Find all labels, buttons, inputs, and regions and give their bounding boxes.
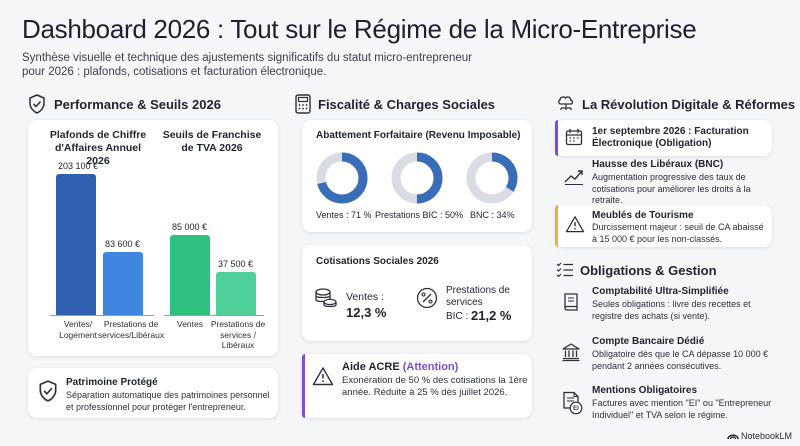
brand-watermark: NotebookLM xyxy=(727,431,792,441)
checklist-icon xyxy=(556,262,573,277)
digital-item-facturation: 1er septembre 2026 : Facturation Électro… xyxy=(555,120,772,156)
calendar-icon xyxy=(565,129,583,146)
bar-value-prestations: 83 600 € xyxy=(105,239,141,249)
ei-badge-text: EI xyxy=(573,406,579,412)
section-heading-performance: Performance & Seuils 2026 xyxy=(54,97,221,112)
cotisations-title: Cotisations Sociales 2026 xyxy=(316,256,439,267)
page-subtitle: Synthèse visuelle et technique des ajust… xyxy=(22,52,473,78)
warning-icon xyxy=(565,216,585,233)
chart-title-plafonds: Plafonds de Chiffre d'Affaires Annuel 20… xyxy=(49,129,147,167)
bnc-desc: Augmentation progressive des taux de cot… xyxy=(592,172,751,205)
facturation-title: 1er septembre 2026 : Facturation Électro… xyxy=(592,126,749,149)
patrimoine-desc: Séparation automatique des patrimoines p… xyxy=(66,390,270,412)
donut-label-bic: Prestations BIC : 50% xyxy=(375,210,464,220)
facturation-accent xyxy=(555,120,558,156)
document-ei-icon: EI xyxy=(563,391,583,415)
compta-title: Comptabilité Ultra-Simplifiée xyxy=(592,286,729,297)
chart-baseline xyxy=(164,315,264,316)
bar-value-tva-prestations: 37 500 € xyxy=(218,259,254,269)
cotisation-prest-bic: BIC : xyxy=(446,311,469,322)
meubles-accent xyxy=(555,205,558,247)
donut-slice-0 xyxy=(316,152,368,204)
category-prestations: Prestations de services/Libéraux xyxy=(97,319,165,340)
coins-icon xyxy=(315,288,337,308)
meubles-title: Meublés de Tourisme xyxy=(592,210,694,221)
category-tva-prestations: Prestations de services / Libéraux xyxy=(210,319,266,350)
bar-value-tva-ventes: 85 000 € xyxy=(172,222,208,232)
donut-label-bnc: BNC : 34% xyxy=(470,210,515,220)
acre-tag: (Attention) xyxy=(402,361,459,373)
cotisations-card: Cotisations Sociales 2026 Ventes : 12,3 … xyxy=(302,245,532,341)
patrimoine-title: Patrimoine Protégé xyxy=(66,377,158,388)
acre-accent xyxy=(302,354,305,418)
abattement-card: Abattement Forfaitaire (Revenu Imposable… xyxy=(302,120,532,232)
shield-check-icon xyxy=(29,94,45,114)
calculator-icon xyxy=(295,94,311,114)
cloud-network-icon xyxy=(558,96,574,110)
bar-prestations xyxy=(103,252,143,315)
brand-name: NotebookLM xyxy=(740,431,792,441)
chart-baseline xyxy=(50,315,154,316)
donut-slice-2 xyxy=(466,152,518,204)
cotisation-ventes-label: Ventes : xyxy=(346,291,384,303)
chart-title-tva: Seuils de Franchise de TVA 2026 xyxy=(162,129,262,154)
warning-icon xyxy=(312,367,334,386)
category-ventes-logement: Ventes/ Logement xyxy=(59,319,97,340)
acre-card: Aide ACRE (Attention) Exonération de 50 … xyxy=(302,354,532,418)
abattement-donuts xyxy=(316,152,518,204)
category-tva-ventes: Ventes xyxy=(177,319,203,329)
cotisation-prest-label: Prestations de services xyxy=(446,285,510,308)
bnc-title: Hausse des Libéraux (BNC) xyxy=(592,159,724,170)
acre-title-text: Aide ACRE xyxy=(342,361,400,373)
bar-value-ventes: 203 100 € xyxy=(58,161,99,171)
page-title: Dashboard 2026 : Tout sur le Régime de l… xyxy=(22,14,697,44)
notebooklm-icon xyxy=(727,434,739,440)
acre-desc: Exonération de 50 % des cotisations la 1… xyxy=(342,375,528,398)
donut-label-ventes: Ventes : 71 % xyxy=(316,210,372,220)
compte-desc: Obligatoire dès que le CA dépasse 10 000… xyxy=(592,349,769,371)
shield-check-icon xyxy=(39,380,57,402)
section-heading-fiscalite: Fiscalité & Charges Sociales xyxy=(318,97,496,112)
percent-icon xyxy=(416,287,438,309)
cotisation-prest-value: 21,2 % xyxy=(471,308,512,323)
cotisation-ventes-value: 12,3 % xyxy=(346,305,387,320)
bank-icon xyxy=(562,343,580,362)
book-icon xyxy=(564,293,578,311)
trend-up-icon xyxy=(564,170,583,185)
bar-tva-prestations xyxy=(216,272,256,315)
compte-title: Compte Bancaire Dédié xyxy=(592,336,705,347)
section-heading-obligations: Obligations & Gestion xyxy=(580,263,717,278)
thresholds-card: Plafonds de Chiffre d'Affaires Annuel 20… xyxy=(28,120,278,356)
digital-item-meubles: Meublés de Tourisme Durcissement majeur … xyxy=(555,205,772,247)
mentions-desc: Factures avec mention "EI" ou "Entrepren… xyxy=(592,398,772,420)
compta-desc: Seules obligations : livre des recettes … xyxy=(592,299,751,321)
patrimoine-card: Patrimoine Protégé Séparation automatiqu… xyxy=(28,368,278,418)
abattement-title: Abattement Forfaitaire (Revenu Imposable… xyxy=(316,130,521,141)
mentions-title: Mentions Obligatoires xyxy=(592,385,698,396)
meubles-desc: Durcissement majeur : seuil de CA abaiss… xyxy=(592,222,764,244)
bar-ventes-logement xyxy=(56,174,96,315)
bar-tva-ventes xyxy=(170,235,210,315)
acre-title: Aide ACRE (Attention) xyxy=(342,361,458,373)
donut-slice-1 xyxy=(391,152,443,204)
section-heading-digital: La Révolution Digitale & Réformes xyxy=(582,97,796,112)
